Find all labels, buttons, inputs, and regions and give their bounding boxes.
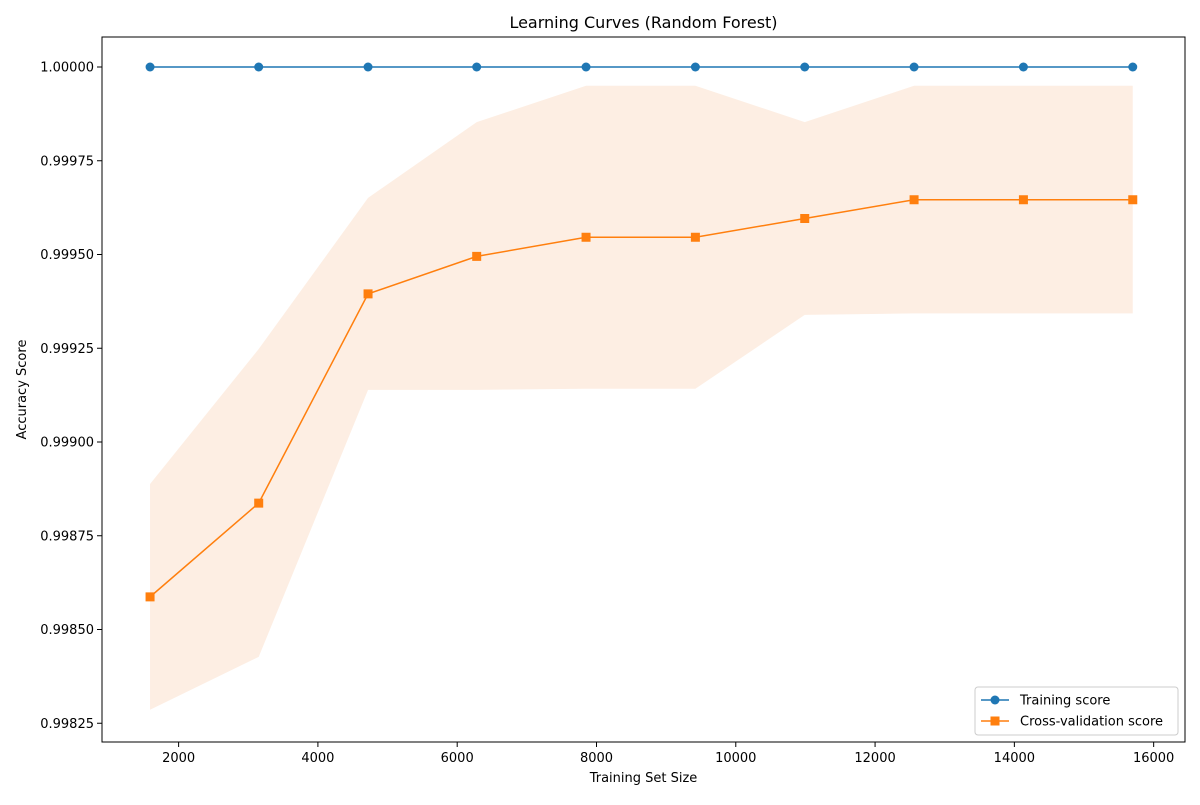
y-tick-label: 0.99875	[40, 529, 94, 544]
data-point-square	[909, 195, 919, 205]
data-point-circle	[800, 62, 810, 72]
legend: Training score Cross-validation score	[974, 686, 1179, 736]
series-markers	[145, 62, 1138, 602]
data-point-circle	[472, 62, 482, 72]
legend-entries: Training score Cross-validation score	[981, 694, 1163, 730]
x-axis-title: Training Set Size	[589, 771, 698, 786]
y-axis-ticks: 0.99825 0.99850 0.99875 0.99900 0.99925 0.999…	[40, 61, 102, 732]
x-tick-label: 6000	[441, 751, 474, 766]
x-axis-ticks: 2000 4000 6000 8000 10000 12000 14000 16000	[162, 742, 1174, 766]
y-tick-label: 0.99850	[40, 623, 94, 638]
data-point-square	[1128, 195, 1138, 205]
data-point-square	[254, 498, 264, 508]
series-lines	[149, 66, 1133, 598]
y-tick-label: 0.99975	[40, 154, 94, 169]
legend-marker-circle	[990, 695, 1000, 705]
x-tick-label: 16000	[1133, 751, 1174, 766]
series-line-1	[149, 199, 1133, 598]
data-point-square	[145, 592, 155, 602]
y-axis-title: Accuracy Score	[15, 340, 30, 440]
data-point-circle	[1018, 62, 1028, 72]
plot-area-frame	[101, 36, 1186, 743]
y-tick-label: 0.99950	[40, 248, 94, 263]
data-point-square	[363, 289, 373, 299]
x-tick-label: 2000	[162, 751, 195, 766]
x-tick-label: 8000	[580, 751, 613, 766]
data-point-square	[690, 232, 700, 242]
data-point-square	[800, 214, 810, 223]
legend-label-0: Training score	[1019, 694, 1110, 709]
confidence-bands	[150, 85, 1133, 710]
x-tick-label: 4000	[301, 751, 334, 766]
data-point-circle	[1128, 62, 1138, 72]
y-tick-label: 0.99825	[40, 717, 94, 732]
y-tick-label: 0.99925	[40, 342, 94, 357]
data-point-square	[472, 251, 482, 261]
data-point-circle	[581, 62, 591, 72]
x-tick-label: 10000	[715, 751, 756, 766]
y-tick-label: 1.00000	[40, 61, 94, 76]
data-point-square	[1018, 195, 1028, 205]
data-point-circle	[145, 62, 155, 72]
legend-marker-square	[990, 716, 1000, 726]
confidence-band-1	[150, 85, 1133, 710]
chart-title: Learning Curves (Random Forest)	[509, 13, 777, 32]
data-point-square	[581, 232, 591, 242]
data-point-circle	[909, 62, 919, 72]
legend-box	[974, 686, 1179, 736]
legend-label-1: Cross-validation score	[1020, 715, 1163, 730]
y-tick-label: 0.99900	[40, 436, 94, 451]
data-point-circle	[690, 62, 700, 72]
x-tick-label: 12000	[854, 751, 895, 766]
data-point-circle	[254, 62, 264, 72]
data-point-circle	[363, 62, 373, 72]
x-tick-label: 14000	[994, 751, 1035, 766]
